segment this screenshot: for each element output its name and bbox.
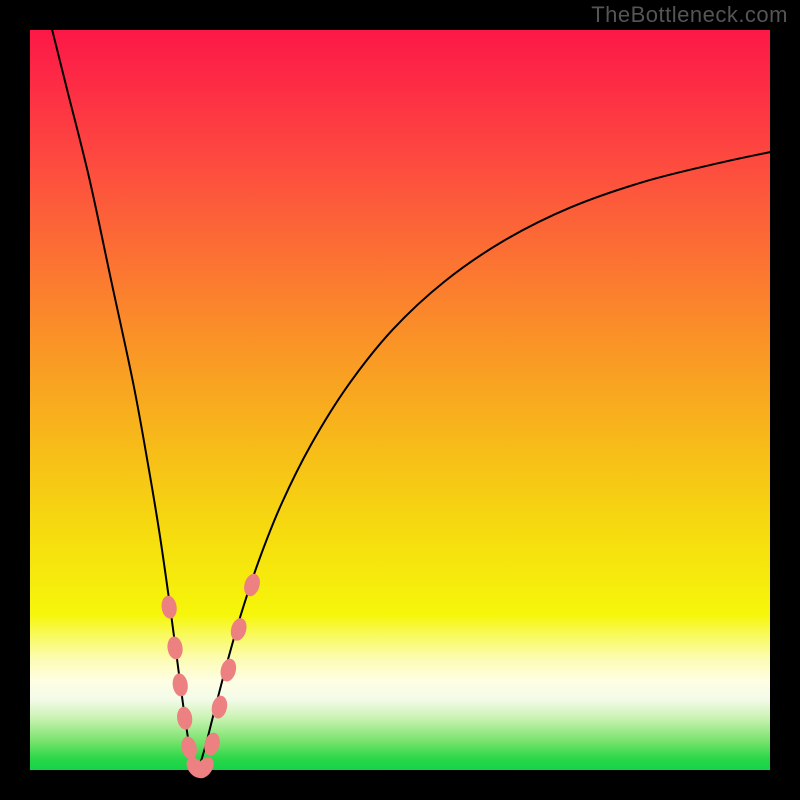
- bottleneck-curve-chart: [0, 0, 800, 800]
- plot-gradient-background: [30, 30, 770, 770]
- chart-container: TheBottleneck.com: [0, 0, 800, 800]
